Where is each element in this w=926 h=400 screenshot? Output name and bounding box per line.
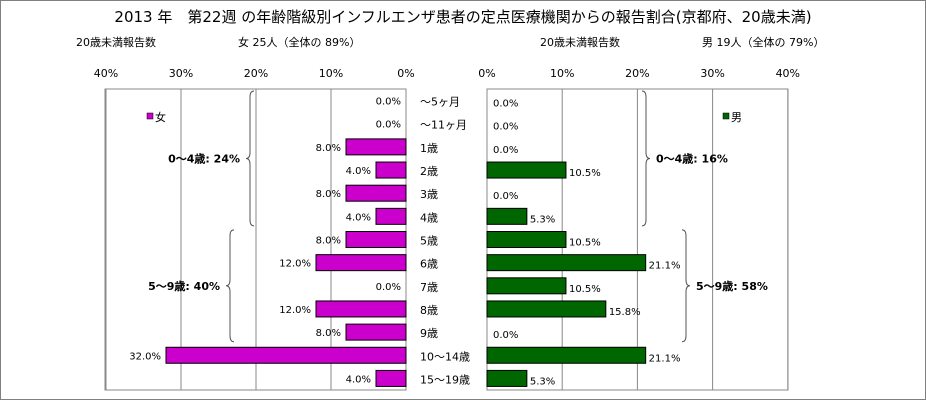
male-bar [486,254,647,272]
male-data-label: 10.5% [569,238,601,249]
male-tick-label: 0% [478,67,495,80]
male-data-label: 5.3% [530,376,555,387]
female-data-label: 4.0% [346,212,371,223]
female-tick-label: 20% [244,67,268,80]
age-category-label: 4歳 [420,211,438,224]
male-age-group-annotation: 0～4歳: 16% [656,151,728,165]
age-category-label: 5歳 [420,235,438,248]
female-data-label: 12.0% [279,305,311,316]
female-summary: 女 25人（全体の 89%） [238,36,361,49]
male-data-label: 0.0% [493,330,518,341]
female-bar [345,323,407,341]
female-data-label: 32.0% [129,351,161,362]
age-category-label: 3歳 [420,188,438,201]
male-data-label: 10.5% [569,284,601,295]
age-category-label: 1歳 [420,142,438,155]
male-bar [486,277,567,295]
chart-title: 2013 年 第22週 の年齢階級別インフルエンザ患者の定点医療機関からの報告割… [114,8,812,26]
female-age-group-bracket [225,229,235,343]
male-data-label: 0.0% [493,191,518,202]
female-data-label: 8.0% [316,143,341,154]
male-age-group-annotation: 5～9歳: 58% [696,279,768,293]
male-bar [486,207,528,225]
female-data-label: 0.0% [376,120,401,131]
left-count-label: 20歳未満報告数 [76,36,156,49]
age-category-label: 2歳 [420,165,438,178]
female-age-group-bracket [245,90,255,227]
female-bar [315,254,407,272]
female-data-label: 4.0% [346,166,371,177]
female-bar [315,300,407,318]
female-tick-label: 30% [169,67,193,80]
female-bar [375,161,407,179]
female-data-label: 8.0% [316,328,341,339]
male-age-group-bracket [641,90,651,227]
female-bar [345,231,407,248]
female-data-label: 12.0% [279,259,311,270]
male-data-label: 0.0% [493,122,518,133]
age-category-label: 15～19歳 [420,373,470,386]
male-bar [486,346,647,364]
female-tick-label: 0% [397,67,414,80]
female-age-group-annotation: 0～4歳: 24% [168,151,240,165]
female-bar [165,346,407,364]
male-tick-label: 30% [700,67,724,80]
male-data-label: 15.8% [609,307,641,318]
male-data-label: 5.3% [530,214,555,225]
female-legend-label: 女 [155,110,166,124]
male-age-group-bracket [681,229,691,343]
female-data-label: 8.0% [316,236,341,247]
female-tick-label: 10% [319,67,343,80]
male-tick-label: 40% [776,67,800,80]
female-age-group-annotation: 5～9歳: 40% [148,279,220,293]
female-bar [375,369,407,387]
female-bar [375,207,407,225]
male-data-label: 0.0% [493,145,518,156]
age-category-label: 8歳 [420,304,438,317]
age-category-label: 9歳 [420,327,438,340]
male-bar [486,231,567,248]
age-category-label: ～5ヶ月 [420,96,460,109]
male-tick-label: 20% [625,67,649,80]
female-legend-swatch [146,112,154,120]
male-summary: 男 19人（全体の 79%） [702,36,825,49]
male-data-label: 0.0% [493,99,518,110]
male-data-label: 21.1% [649,261,681,272]
male-bar [486,369,528,387]
age-category-label: 6歳 [420,258,438,271]
female-data-label: 8.0% [316,189,341,200]
female-bar [345,138,407,156]
female-bar [345,184,407,202]
female-data-label: 0.0% [376,282,401,293]
right-count-label: 20歳未満報告数 [540,36,620,49]
female-data-label: 0.0% [376,97,401,108]
male-legend-swatch [722,112,730,120]
male-bar [486,300,607,318]
male-bar [486,161,567,179]
age-category-label: ～11ヶ月 [420,119,467,132]
age-category-label: 7歳 [420,281,438,294]
male-legend-label: 男 [731,111,742,124]
female-tick-label: 40% [94,67,118,80]
age-category-label: 10～14歳 [420,350,470,363]
male-data-label: 10.5% [569,168,601,179]
female-data-label: 4.0% [346,374,371,385]
male-data-label: 21.1% [649,353,681,364]
male-tick-label: 10% [550,67,574,80]
